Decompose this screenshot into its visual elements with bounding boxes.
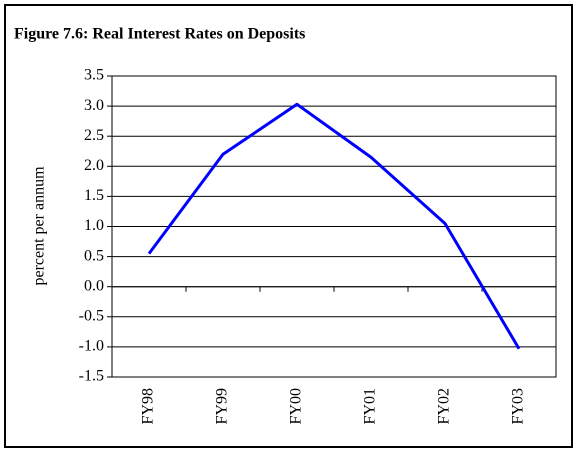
- y-tick-label: -1.5: [79, 368, 104, 385]
- y-tick-label: 2.0: [84, 157, 104, 174]
- y-tick-label: 1.0: [84, 217, 104, 234]
- x-tick-label: FY03: [510, 388, 527, 424]
- y-tick-label: 0.0: [84, 277, 104, 294]
- y-tick-label: -1.0: [79, 338, 104, 355]
- x-tick-label: FY98: [140, 388, 157, 424]
- y-tick-label: 3.5: [84, 67, 104, 84]
- chart-title: Figure 7.6: Real Interest Rates on Depos…: [14, 26, 305, 43]
- y-tick-label: 1.5: [84, 187, 104, 204]
- x-tick-label: FY01: [362, 388, 379, 424]
- line-series: [147, 102, 521, 350]
- y-tick-label: -0.5: [79, 307, 104, 324]
- y-tick-label: 3.0: [84, 97, 104, 114]
- x-tick-label: FY02: [436, 388, 453, 424]
- y-tick-label: 2.5: [84, 127, 104, 144]
- x-tick-label: FY00: [288, 388, 305, 424]
- y-tick-label: 0.5: [84, 247, 104, 264]
- x-tick-label: FY99: [214, 388, 231, 424]
- plot-area: [111, 75, 557, 378]
- y-axis-label: percent per annum: [31, 166, 48, 286]
